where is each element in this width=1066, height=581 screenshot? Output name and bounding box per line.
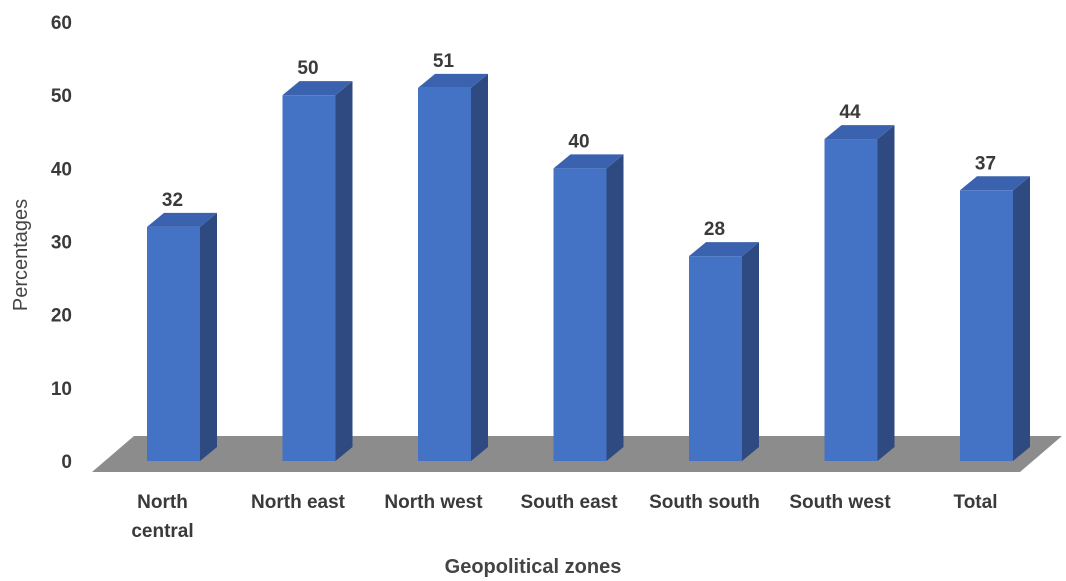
bar-top: [147, 212, 217, 227]
y-axis-title: Percentages: [10, 199, 32, 311]
data-label: 28: [704, 219, 725, 240]
y-tick-label: 40: [51, 159, 72, 180]
x-tick-label: South east: [520, 492, 618, 513]
data-label: 32: [162, 190, 183, 211]
bar-front: [282, 95, 336, 462]
x-tick-label: North central: [131, 492, 193, 542]
data-label: 51: [433, 51, 455, 72]
bar-top: [282, 81, 353, 96]
bar-side: [606, 154, 624, 462]
x-tick-label: South west: [789, 492, 891, 513]
bar-front: [960, 190, 1013, 462]
bar: [282, 81, 353, 462]
bar-top: [689, 242, 759, 257]
bar-front: [689, 256, 742, 461]
bar-front: [824, 139, 878, 462]
x-tick-label: South south: [649, 492, 760, 513]
bar: [689, 242, 759, 461]
bars-group: 32 50 51 40 28 44 37: [147, 51, 1030, 462]
bar-side: [335, 81, 353, 462]
bar-side: [1013, 176, 1030, 462]
data-label: 50: [297, 58, 318, 79]
bar-front: [147, 226, 200, 461]
bar-top: [960, 176, 1030, 191]
x-tick-label: Total: [954, 492, 998, 513]
x-axis-labels: North central North east North west South ea…: [131, 492, 997, 542]
bar-front: [418, 87, 471, 461]
y-axis-ticks: 0 10 20 30 40 50 60: [51, 13, 72, 473]
x-tick-label: North east: [251, 492, 346, 513]
y-tick-label: 60: [51, 13, 72, 34]
y-tick-label: 30: [51, 233, 72, 254]
data-label: 40: [568, 131, 589, 152]
y-tick-label: 0: [61, 452, 72, 473]
bar-side: [200, 212, 217, 461]
bar: [147, 212, 217, 461]
bar-top: [418, 73, 488, 88]
bar: [824, 125, 895, 462]
bar-side: [742, 242, 759, 461]
bar-top: [553, 154, 624, 169]
data-label: 44: [839, 102, 861, 123]
bar-side: [471, 73, 488, 461]
y-tick-label: 20: [51, 306, 72, 327]
bar: [960, 176, 1030, 462]
bar-side: [877, 125, 895, 462]
x-axis-title: Geopolitical zones: [445, 556, 622, 578]
bar: [553, 154, 624, 462]
x-tick-label: North west: [384, 492, 483, 513]
y-tick-label: 10: [51, 379, 72, 400]
bar: [418, 73, 488, 461]
bar-top: [824, 125, 895, 140]
bar-front: [553, 168, 607, 462]
data-label: 37: [975, 153, 996, 174]
y-tick-label: 50: [51, 86, 72, 107]
